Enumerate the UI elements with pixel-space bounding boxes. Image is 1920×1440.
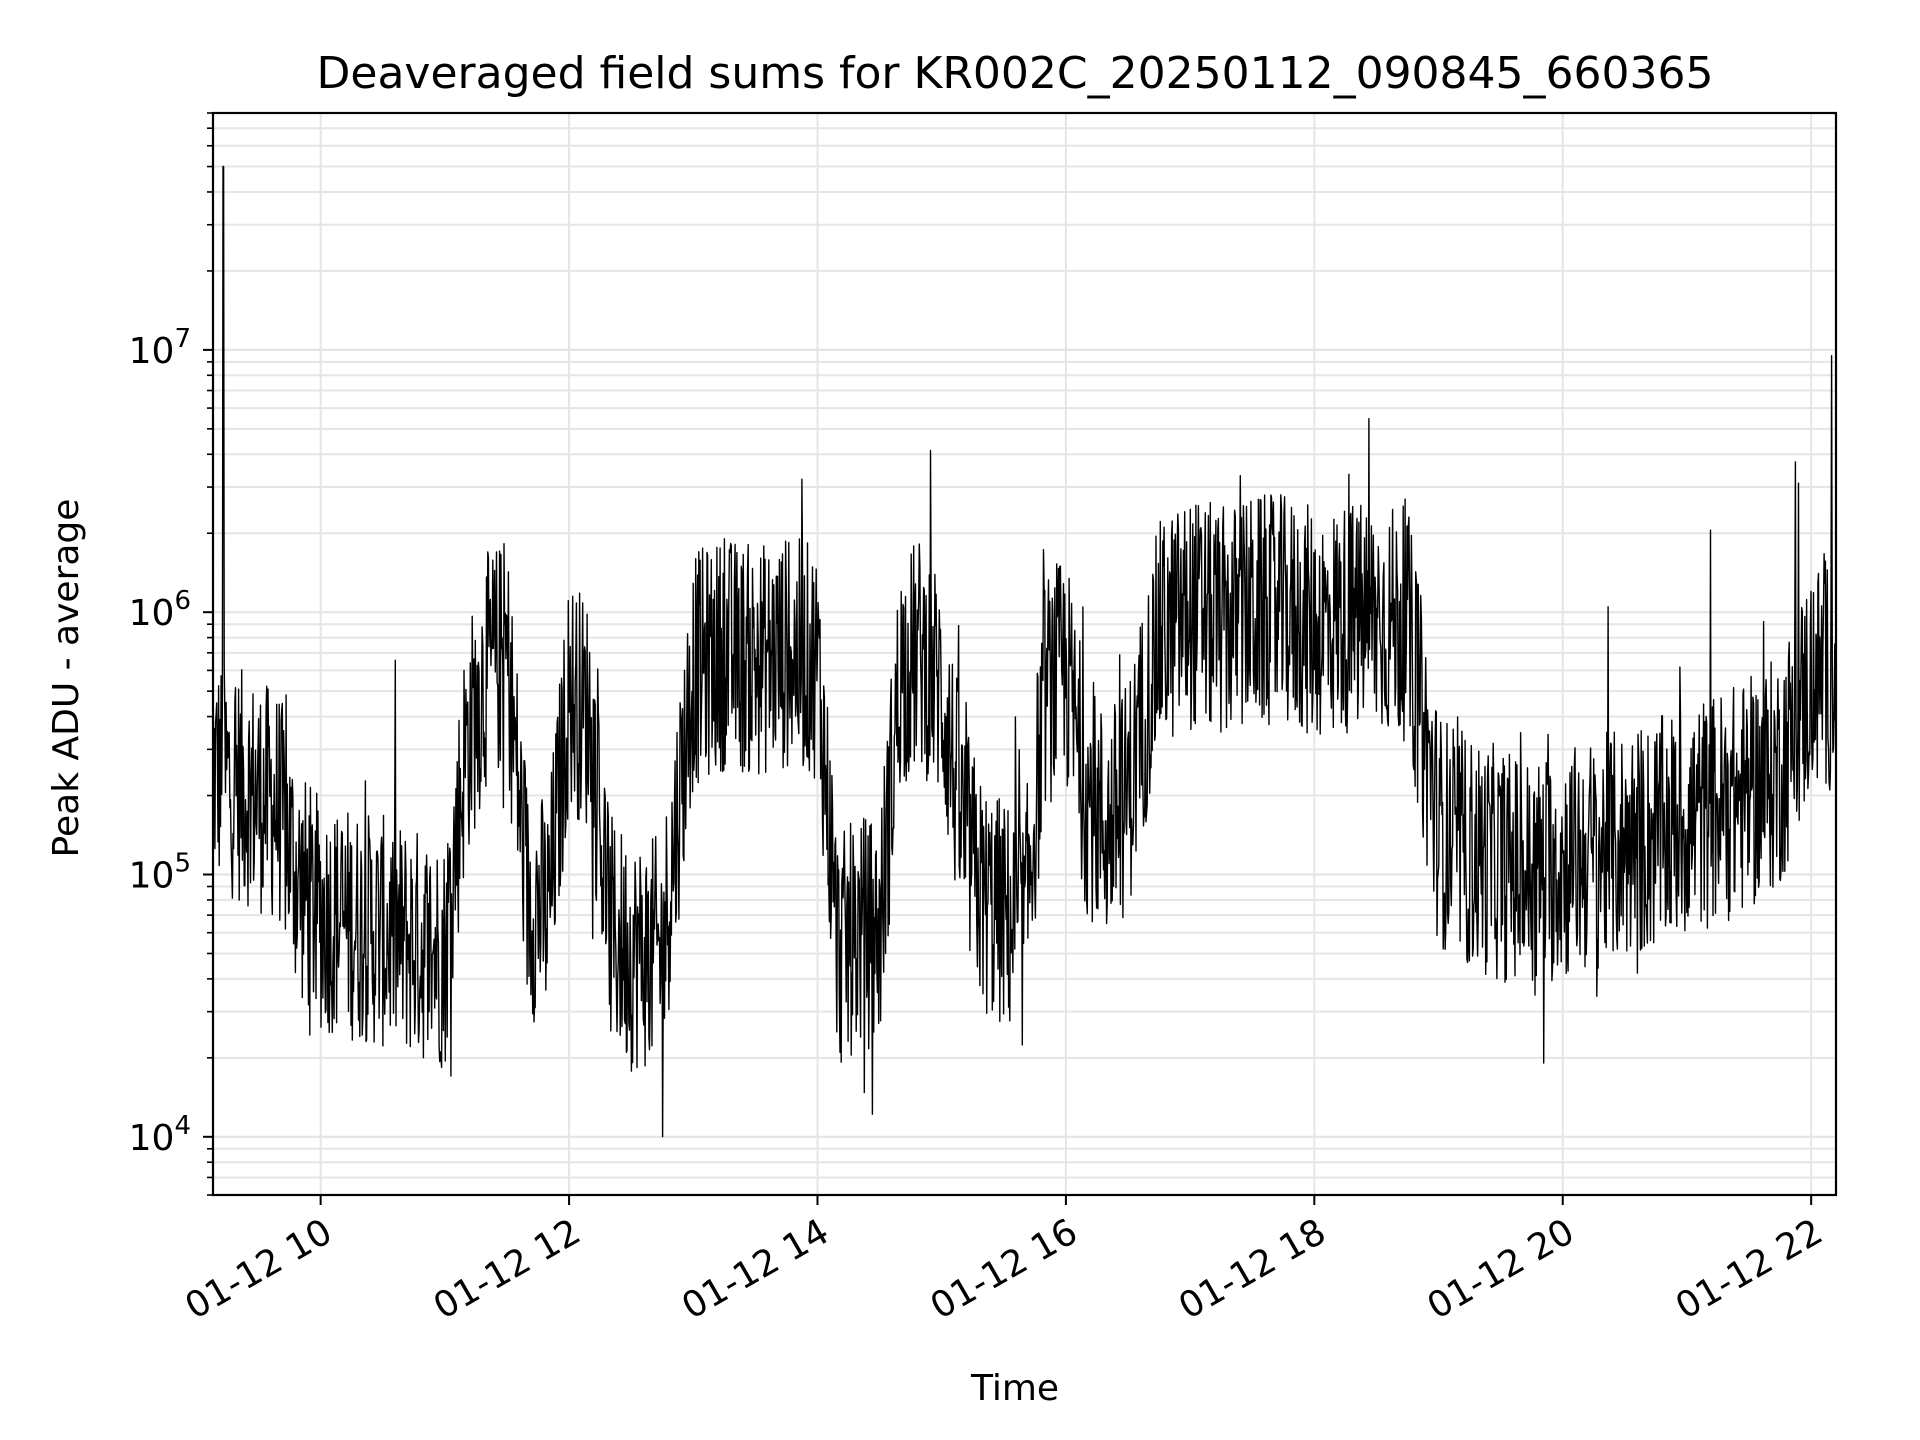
y-tick-exponent: 4 bbox=[174, 1111, 191, 1141]
y-tick-base: 10 bbox=[129, 856, 175, 897]
y-tick-base: 10 bbox=[129, 1118, 175, 1159]
x-axis-label: Time bbox=[970, 1368, 1059, 1409]
y-tick-label: 105 bbox=[129, 849, 191, 897]
y-tick-base: 10 bbox=[129, 593, 175, 634]
y-tick-exponent: 7 bbox=[174, 324, 191, 354]
y-tick-base: 10 bbox=[129, 331, 175, 372]
chart-title: Deaveraged field sums for KR002C_2025011… bbox=[317, 48, 1714, 99]
y-tick-label: 107 bbox=[129, 324, 191, 372]
y-axis-label: Peak ADU - average bbox=[46, 499, 87, 858]
axes-frame bbox=[211, 111, 1838, 1197]
y-tick-label: 106 bbox=[129, 586, 191, 634]
y-tick-label: 104 bbox=[129, 1111, 191, 1159]
plot-area bbox=[213, 165, 1836, 1138]
y-tick-exponent: 6 bbox=[174, 586, 191, 616]
y-tick-exponent: 5 bbox=[174, 849, 191, 879]
series-line bbox=[213, 165, 1836, 1138]
